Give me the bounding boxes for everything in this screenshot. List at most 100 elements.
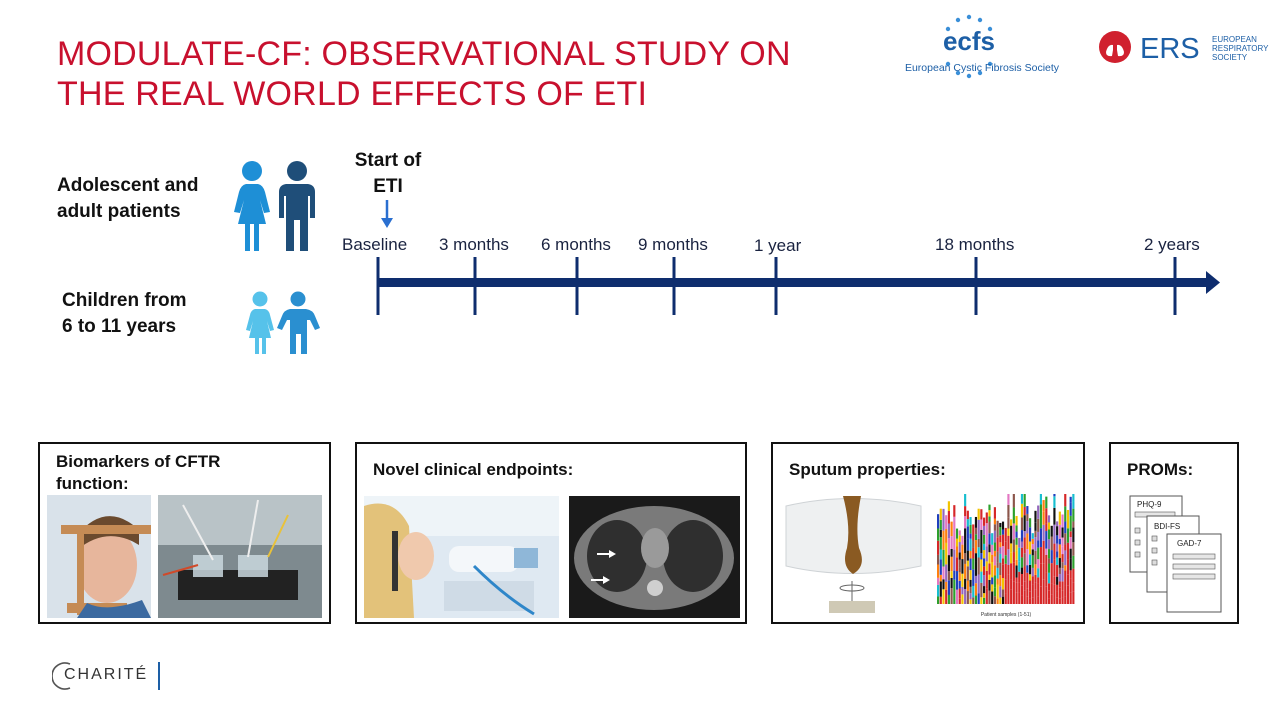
sputum-bar-segment [1064, 596, 1067, 604]
sputum-bar-segment [1007, 590, 1010, 604]
sputum-bar-segment [966, 538, 969, 551]
sputum-bar-segment [1056, 551, 1059, 558]
sputum-bar-segment [947, 594, 950, 604]
sputum-bar-segment [1007, 549, 1010, 565]
sputum-bar-segment [1072, 494, 1075, 502]
sputum-bar-segment [993, 550, 996, 557]
timeline-arrowhead-icon [1206, 271, 1220, 294]
sputum-bar-segment [1015, 531, 1018, 538]
title-line-2: THE REAL WORLD EFFECTS OF ETI [57, 75, 648, 113]
sputum-bar-segment [1039, 547, 1042, 564]
panel-sputum-title: Sputum properties: [789, 460, 946, 479]
sputum-bar-segment [1042, 524, 1045, 541]
sputum-bar-segment [1053, 559, 1056, 577]
sputum-bar-segment [1047, 529, 1051, 540]
sputum-bar-segment [1001, 521, 1005, 530]
rheometer-photo [781, 496, 926, 618]
sputum-bar-segment [974, 553, 978, 562]
sputum-bar-segment [958, 542, 961, 553]
sputum-bar-segment [1029, 598, 1032, 604]
form-bdifs-label: BDI-FS [1154, 522, 1180, 531]
sputum-bar-segment [1058, 558, 1061, 568]
sputum-bar-segment [1018, 571, 1021, 583]
timeline-bar [378, 278, 1210, 287]
sputum-bar-segment [1037, 583, 1040, 597]
timeline-axis [376, 257, 1220, 315]
sputum-bar-segment [985, 512, 988, 524]
sweat-test-photo [47, 495, 151, 618]
ers-mark: ERS [1140, 33, 1200, 65]
sputum-bar-segment [1026, 513, 1029, 522]
sputum-bar-segment [969, 586, 972, 594]
sputum-bar-segment [1064, 533, 1067, 545]
sputum-bar-segment [947, 501, 950, 512]
sputum-bar-segment [977, 574, 980, 594]
sputum-bar-segment [950, 536, 953, 549]
sputum-bar-segment [991, 554, 994, 562]
sputum-bar-segment [980, 571, 983, 583]
sputum-bar-segment [1004, 555, 1007, 564]
sputum-bar-segment [945, 515, 948, 530]
sputum-bar-segment [1020, 585, 1024, 596]
sputum-bar-segment [1069, 496, 1072, 503]
sputum-bar-segment [1015, 577, 1018, 583]
sputum-bar-segment [974, 516, 978, 528]
sputum-bar-segment [985, 561, 988, 571]
group-adults-line-1: Adolescent and [57, 175, 199, 196]
sputum-bar-segment [988, 533, 991, 545]
sputum-bar-segment [972, 558, 975, 570]
sputum-bar-segment [1029, 554, 1032, 565]
sputum-bar-segment [1069, 592, 1072, 604]
sputum-bar-segment [969, 599, 972, 604]
sputum-bar-segment [1007, 574, 1010, 591]
sputum-bar-segment [991, 591, 994, 604]
sputum-bar-segment [1069, 570, 1072, 579]
sputum-bar-segment [964, 506, 967, 517]
sputum-bar-segment [1072, 521, 1075, 528]
sputum-bar-segment [1015, 565, 1018, 578]
sputum-bar-segment [969, 558, 972, 571]
sputum-bar-segment [985, 523, 988, 547]
sputum-bar-segment [993, 542, 996, 551]
sputum-bar-segment [939, 537, 942, 550]
sputum-bar-segment [1012, 539, 1015, 553]
sputum-bar-segment [1045, 586, 1048, 604]
sputum-bar-segment [1023, 537, 1026, 554]
sputum-bar-segment [1058, 598, 1061, 604]
sputum-bar-segment [950, 577, 953, 589]
sputum-bar-segment [1037, 559, 1040, 569]
sputum-bar-segment [1018, 537, 1021, 548]
sputum-bar-segment [939, 549, 942, 560]
sputum-bar-segment [1066, 528, 1070, 543]
sputum-bar-segment [1061, 554, 1064, 563]
sputum-bar-segment [993, 507, 996, 519]
sputum-bar-segment [955, 557, 959, 572]
sputum-bar-segment [1072, 591, 1075, 604]
sputum-bar-segment [1034, 574, 1037, 583]
sputum-bar-segment [953, 579, 956, 604]
sputum-bar-segment [1031, 567, 1034, 577]
sputum-bar-segment [1053, 576, 1056, 585]
sputum-bar-segment [974, 534, 978, 541]
sputum-bar-segment [964, 588, 967, 604]
sputum-bar-segment [1064, 521, 1067, 534]
sputum-bar-segment [958, 598, 961, 604]
title-line-1: MODULATE-CF: OBSERVATIONAL STUDY ON [57, 35, 791, 73]
sputum-bar-segment [1056, 521, 1059, 527]
sputum-bar-segment [1031, 584, 1034, 598]
sputum-bar-segment [1034, 550, 1037, 565]
sputum-bar-segment [1037, 596, 1040, 604]
sputum-bar-segment [1026, 533, 1029, 550]
sputum-bar-segment [1020, 503, 1024, 518]
charite-logo: CHARITÉ [52, 660, 182, 692]
sputum-bar-segment [972, 524, 975, 541]
sputum-bar-segment [961, 594, 964, 604]
sputum-bar-segment [969, 524, 972, 534]
sputum-bar-segment [1056, 597, 1059, 604]
sputum-bar-segment [1042, 579, 1045, 604]
sputum-bar-segment [1064, 506, 1067, 522]
sputum-bar-segment [958, 588, 961, 599]
sputum-bar-segment [947, 511, 950, 524]
sputum-bar-segment [977, 557, 980, 575]
sputum-bar-segment [993, 565, 996, 576]
